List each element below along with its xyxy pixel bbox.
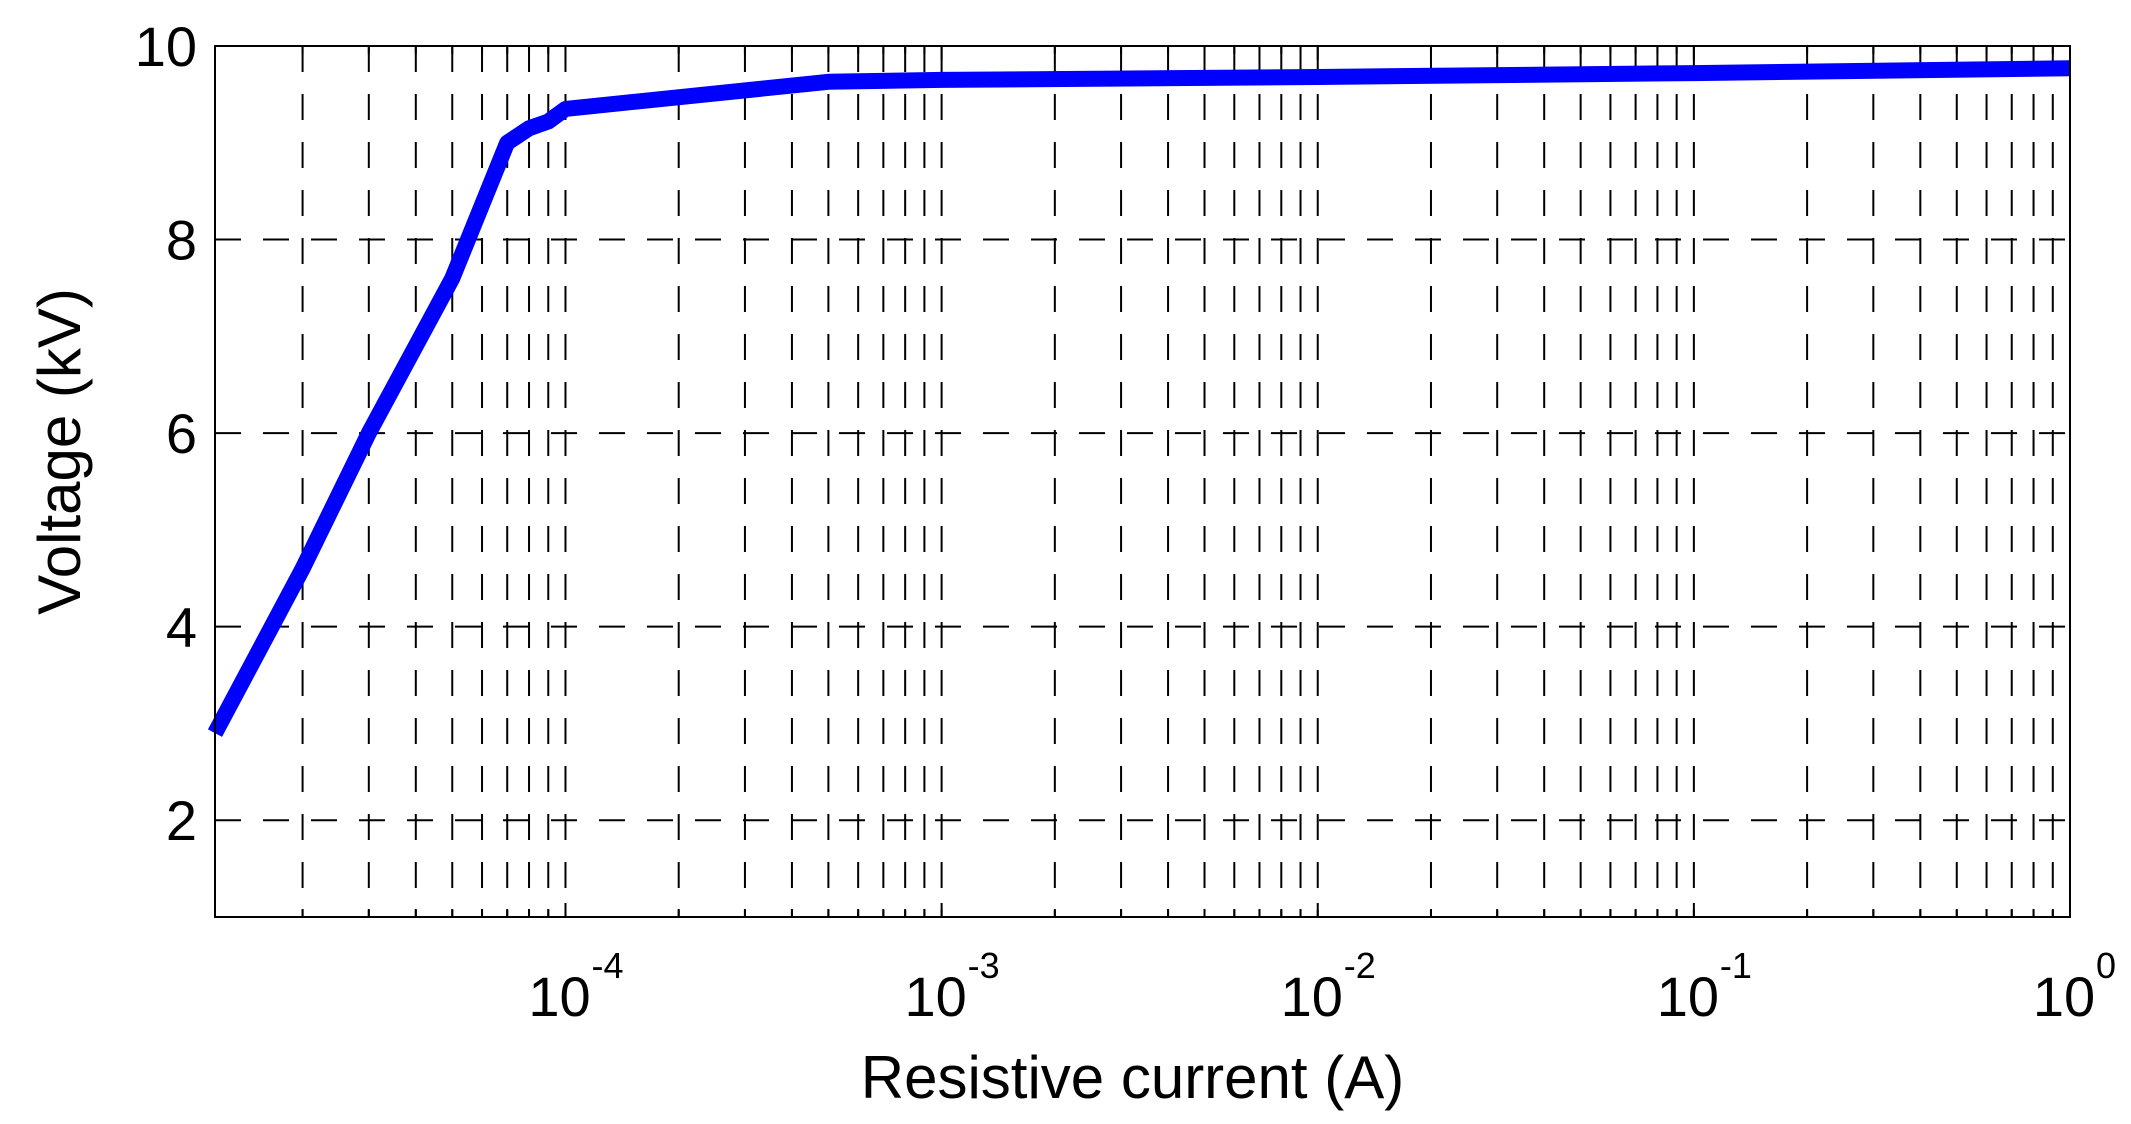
series-line-0	[207, 60, 2071, 737]
x-tick-base: 10	[1657, 965, 1719, 1028]
y-tick-label: 2	[166, 789, 197, 852]
x-axis-ticks: 10 -4 10 -3 10 -2 10 -1 10 0	[528, 945, 2116, 1028]
y-tick-label: 10	[135, 15, 197, 78]
x-tick-exponent: -4	[591, 945, 623, 986]
y-axis-label: Voltage (kV)	[26, 288, 93, 615]
grid	[215, 46, 2070, 917]
x-tick-base: 10	[2033, 965, 2095, 1028]
x-tick-exponent: 0	[2096, 945, 2116, 986]
x-tick-base: 10	[904, 965, 966, 1028]
x-tick-label: 10 -1	[1657, 945, 1752, 1028]
x-tick-base: 10	[528, 965, 590, 1028]
series-layer	[207, 60, 2071, 737]
y-tick-label: 8	[166, 209, 197, 272]
x-tick-label: 10 -3	[904, 945, 999, 1028]
x-axis-label: Resistive current (A)	[861, 1044, 1404, 1111]
x-tick-label: 10 0	[2033, 945, 2116, 1028]
x-tick-label: 10 -2	[1281, 945, 1376, 1028]
plot-frame	[214, 45, 2071, 918]
x-tick-exponent: -2	[1344, 945, 1376, 986]
y-tick-label: 4	[166, 596, 197, 659]
x-tick-exponent: -1	[1720, 945, 1752, 986]
x-tick-base: 10	[1281, 965, 1343, 1028]
y-axis-ticks: 2 4 6 8 10	[135, 15, 197, 852]
x-tick-exponent: -3	[968, 945, 1000, 986]
x-tick-label: 10 -4	[528, 945, 623, 1028]
y-tick-label: 6	[166, 402, 197, 465]
